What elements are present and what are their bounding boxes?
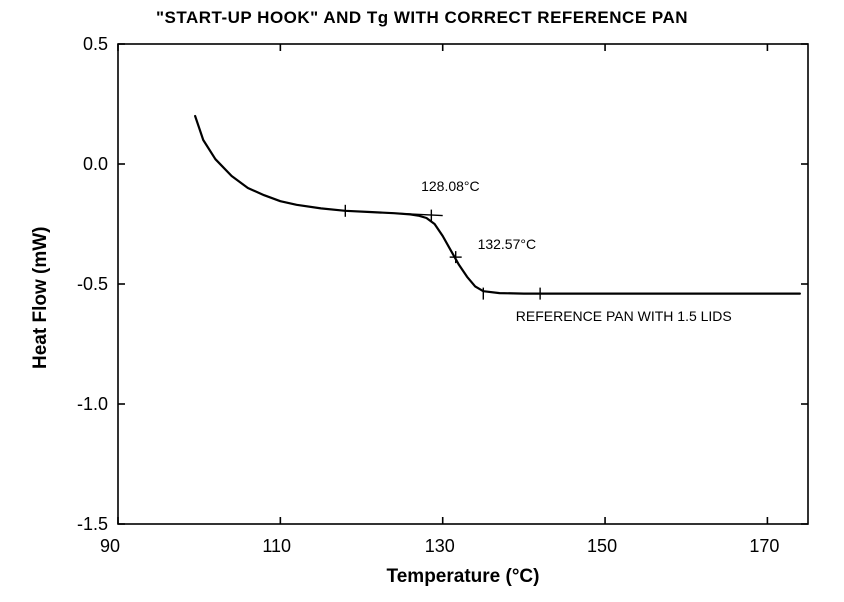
x-tick-label: 170: [749, 536, 779, 557]
y-tick-label: -1.0: [77, 394, 108, 415]
x-tick-label: 130: [425, 536, 455, 557]
annotation-midpoint-temp: 132.57°C: [478, 236, 537, 252]
x-tick-label: 90: [100, 536, 120, 557]
annotation-reference-pan: REFERENCE PAN WITH 1.5 LIDS: [516, 308, 732, 324]
dsc-chart: "START-UP HOOK" AND Tg WITH CORRECT REFE…: [0, 0, 844, 602]
y-tick-label: -1.5: [77, 514, 108, 535]
annotation-onset-temp: 128.08°C: [421, 178, 480, 194]
x-tick-label: 110: [262, 536, 291, 557]
plot-area: [0, 0, 844, 602]
x-tick-label: 150: [587, 536, 617, 557]
y-tick-label: -0.5: [77, 274, 108, 295]
y-tick-label: 0.5: [83, 34, 108, 55]
y-tick-label: 0.0: [83, 154, 108, 175]
